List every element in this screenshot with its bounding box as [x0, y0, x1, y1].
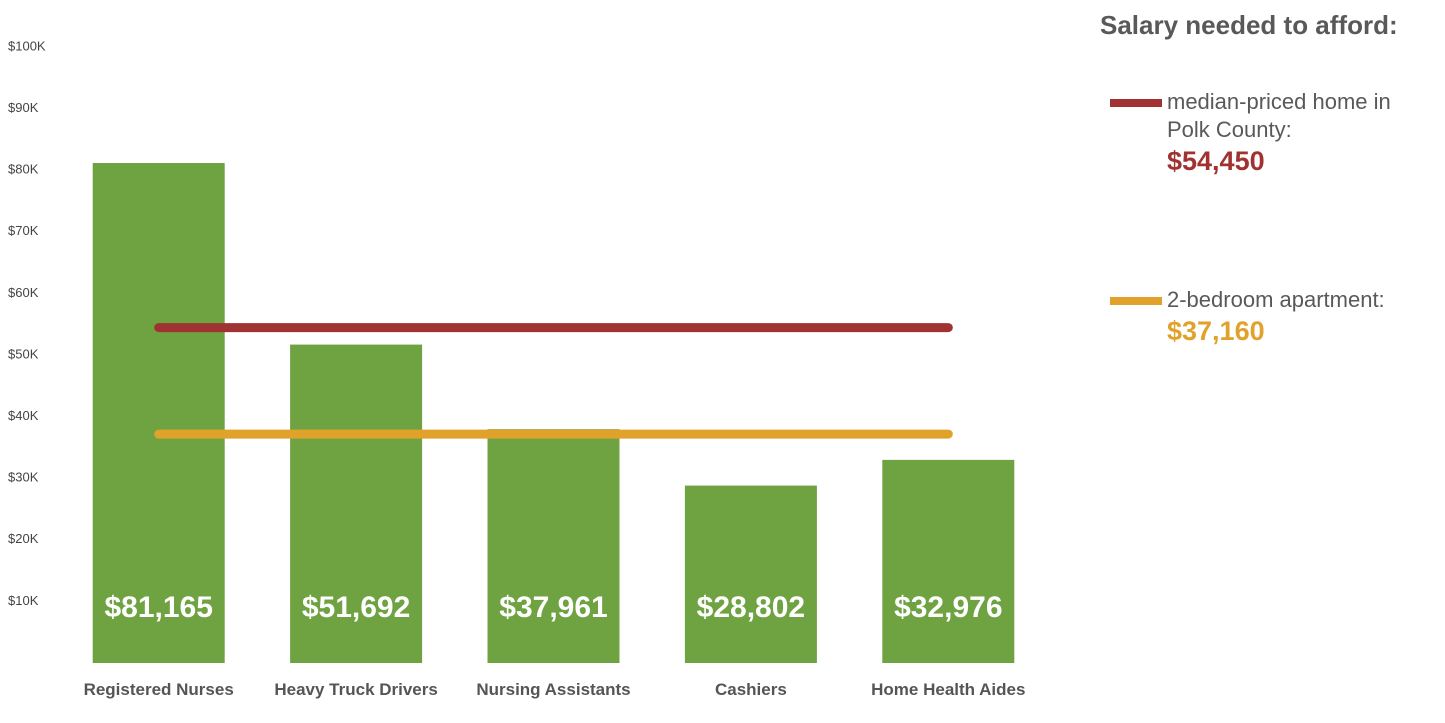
value-label: $81,165 — [104, 591, 212, 624]
legend-item: median-priced home in Polk County: $54,45… — [1110, 88, 1440, 178]
bar — [684, 485, 817, 663]
bar — [290, 344, 423, 663]
y-tick-label: $50K — [8, 346, 39, 361]
bar — [487, 429, 620, 663]
legend-item: 2-bedroom apartment: $37,160 — [1110, 286, 1440, 376]
y-tick-label: $60K — [8, 285, 39, 300]
legend-swatch — [1110, 99, 1162, 107]
x-tick-label: Heavy Truck Drivers — [274, 680, 438, 699]
x-tick-label: Nursing Assistants — [476, 680, 631, 699]
x-tick-label: Home Health Aides — [871, 680, 1026, 699]
y-tick-label: $90K — [8, 100, 39, 115]
bar — [882, 459, 1015, 663]
value-label: $51,692 — [302, 591, 410, 624]
y-tick-label: $20K — [8, 531, 39, 546]
x-tick-label: Cashiers — [714, 680, 787, 699]
y-tick-label: $70K — [8, 223, 39, 238]
value-label: $37,961 — [499, 591, 607, 624]
legend-value: $54,450 — [1167, 146, 1265, 176]
y-tick-label: $80K — [8, 162, 39, 177]
legend-label: median-priced home in Polk County: — [1167, 89, 1391, 142]
bar — [92, 163, 225, 663]
legend-title: Salary needed to afford: — [1100, 10, 1398, 40]
y-tick-label: $30K — [8, 470, 39, 485]
y-tick-label: $100K — [8, 38, 46, 53]
legend-value: $37,160 — [1167, 316, 1265, 346]
legend-label: 2-bedroom apartment: — [1167, 287, 1385, 312]
y-tick-label: $40K — [8, 408, 39, 423]
y-tick-label: $10K — [8, 593, 39, 608]
value-label: $28,802 — [697, 591, 805, 624]
x-tick-label: Registered Nurses — [83, 680, 234, 699]
legend-swatch — [1110, 297, 1162, 305]
value-label: $32,976 — [894, 591, 1002, 624]
